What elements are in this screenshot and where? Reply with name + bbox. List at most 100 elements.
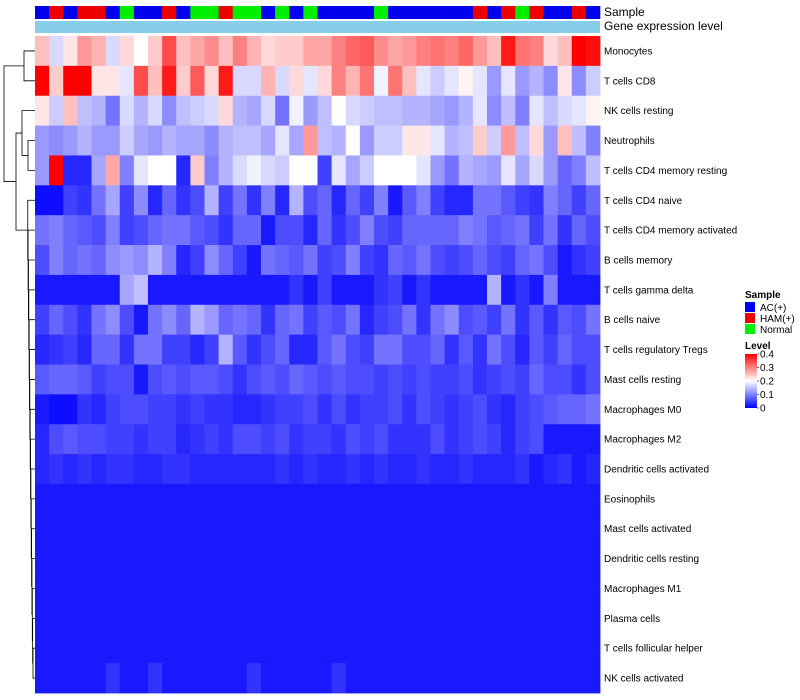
heatmap-cell: [345, 245, 361, 276]
heatmap-cell: [529, 95, 544, 126]
heatmap-cell: [472, 65, 488, 97]
heatmap-cell: [359, 573, 375, 604]
heatmap-cell: [275, 573, 290, 604]
heatmap-cell: [317, 245, 333, 276]
heatmap-cell: [585, 424, 601, 455]
heatmap-cell: [218, 215, 234, 246]
heatmap-cells: [35, 36, 601, 694]
heatmap-cell: [543, 603, 559, 634]
heatmap-cell: [218, 125, 234, 156]
heatmap-cell: [232, 36, 248, 67]
heatmap-cell: [317, 274, 333, 306]
heatmap-cell: [77, 215, 92, 246]
heatmap-cell: [35, 125, 50, 156]
heatmap-cell: [430, 334, 446, 365]
heatmap-cell: [487, 125, 502, 156]
heatmap-cell: [63, 454, 78, 485]
heatmap-cell: [472, 215, 488, 246]
heatmap-cell: [345, 394, 361, 425]
heatmap-cell: [105, 364, 121, 395]
heatmap-cell: [458, 65, 474, 97]
legend-level-title: Level: [745, 341, 771, 352]
heatmap-cell: [176, 155, 191, 186]
heatmap-cell: [374, 185, 389, 216]
heatmap-cell: [91, 274, 107, 306]
heatmap-cell: [374, 364, 389, 395]
heatmap-cell: [557, 633, 573, 664]
heatmap-cell: [232, 603, 248, 634]
heatmap-cell: [162, 334, 177, 365]
heatmap-cell: [190, 65, 205, 97]
heatmap-cell: [529, 36, 544, 67]
heatmap-cell: [232, 513, 248, 545]
heatmap-cell: [63, 155, 78, 186]
heatmap-cell: [444, 185, 460, 216]
heatmap-cell: [430, 603, 446, 634]
heatmap-cell: [218, 95, 234, 126]
heatmap-cell: [487, 513, 502, 545]
heatmap-cell: [472, 155, 488, 186]
heatmap-cell: [289, 185, 304, 216]
heatmap-cell: [331, 424, 347, 455]
heatmap-cell: [35, 633, 50, 664]
heatmap-cell: [148, 215, 163, 246]
heatmap-cell: [515, 185, 530, 216]
heatmap-cell: [49, 274, 64, 306]
heatmap-cell: [430, 36, 446, 67]
heatmap-cell: [77, 663, 92, 694]
heatmap-cell: [275, 155, 290, 186]
heatmap-cell: [557, 483, 573, 515]
heatmap-cell: [148, 36, 163, 67]
heatmap-cell: [261, 185, 276, 216]
heatmap-cell: [119, 663, 135, 694]
heatmap-cell: [317, 364, 333, 395]
heatmap-cell: [359, 36, 375, 67]
heatmap-cell: [232, 95, 248, 126]
heatmap-cell: [571, 483, 587, 515]
heatmap-cell: [119, 274, 135, 306]
heatmap-cell: [388, 95, 403, 126]
heatmap-cell: [585, 513, 601, 545]
heatmap-cell: [119, 185, 135, 216]
heatmap-cell: [345, 215, 361, 246]
heatmap-cell: [218, 65, 234, 97]
heatmap-cell: [529, 603, 544, 634]
heatmap-cell: [444, 424, 460, 455]
heatmap-cell: [91, 65, 107, 97]
heatmap-cell: [275, 394, 290, 425]
heatmap-cell: [91, 663, 107, 694]
heatmap-cell: [430, 185, 446, 216]
heatmap-cell: [105, 65, 121, 97]
heatmap-cell: [374, 304, 389, 336]
heatmap-cell: [35, 304, 50, 336]
heatmap-cell: [49, 543, 64, 574]
heatmap-cell: [359, 185, 375, 216]
heatmap-cell: [345, 36, 361, 67]
heatmap-cell: [119, 543, 135, 574]
heatmap-cell: [472, 245, 488, 276]
heatmap-cell: [246, 334, 262, 365]
heatmap-cell: [501, 95, 516, 126]
sample-annotation-cell: [204, 6, 219, 19]
heatmap-cell: [133, 364, 149, 395]
heatmap-cell: [571, 274, 587, 306]
heatmap-cell: [458, 364, 474, 395]
heatmap-cell: [63, 245, 78, 276]
heatmap-cell: [444, 155, 460, 186]
heatmap-cell: [148, 304, 163, 336]
heatmap-cell: [345, 543, 361, 574]
heatmap-cell: [430, 663, 446, 694]
heatmap-cell: [543, 394, 559, 425]
heatmap-cell: [35, 36, 50, 67]
heatmap-cell: [162, 603, 177, 634]
heatmap-cell: [190, 424, 205, 455]
heatmap-cell: [472, 185, 488, 216]
heatmap-cell: [402, 65, 417, 97]
heatmap-cell: [35, 394, 50, 425]
heatmap-cell: [77, 483, 92, 515]
heatmap-cell: [374, 215, 389, 246]
heatmap-cell: [246, 424, 262, 455]
heatmap-cell: [317, 513, 333, 545]
heatmap-cell: [35, 483, 50, 515]
heatmap-cell: [529, 454, 544, 485]
